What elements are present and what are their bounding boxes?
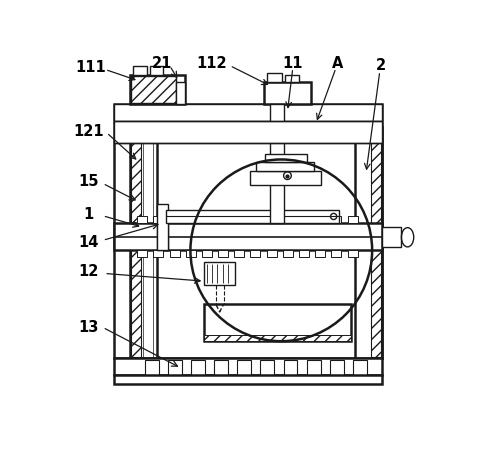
Bar [166,210,338,223]
Bar [129,127,156,358]
Bar [260,360,274,375]
Bar [204,304,350,341]
Bar [129,75,185,104]
Text: 13: 13 [78,320,99,335]
Bar [315,216,324,223]
Bar [266,73,282,82]
Bar [168,360,182,375]
Bar [370,130,380,356]
Bar [298,216,308,223]
Bar [249,171,320,185]
Bar [331,216,341,223]
Bar [306,360,320,375]
Bar [131,130,141,356]
Bar [149,66,163,75]
Bar [250,250,260,257]
Text: 14: 14 [78,235,99,250]
Bar [347,216,357,223]
Bar [266,250,276,257]
Bar [142,130,153,356]
Bar [218,216,227,223]
Text: 12: 12 [78,264,99,279]
Bar [282,216,292,223]
Bar [204,335,350,341]
Bar [266,216,276,223]
Bar [331,250,341,257]
Bar [282,250,292,257]
Bar [234,216,244,223]
Text: 1: 1 [83,207,94,222]
Text: A: A [331,56,343,71]
Bar [114,358,381,375]
Bar [285,75,298,82]
Bar [256,162,314,171]
Bar [265,154,306,162]
Bar [156,204,168,250]
Bar [218,250,227,257]
Bar [137,250,147,257]
Text: 112: 112 [197,56,227,71]
Bar [153,250,163,257]
Bar [131,76,175,103]
Bar [169,216,179,223]
Bar [201,250,212,257]
Bar [145,360,159,375]
Bar [153,216,163,223]
Bar [137,216,147,223]
Text: 21: 21 [151,56,172,71]
Bar [283,360,297,375]
Bar [263,82,311,104]
Bar [204,262,235,285]
Bar [185,216,196,223]
Bar [347,250,357,257]
Bar [250,216,260,223]
Bar [237,360,251,375]
Bar [169,250,179,257]
Bar [352,360,366,375]
Bar [201,216,212,223]
Bar [234,250,244,257]
Bar [315,250,324,257]
Text: 111: 111 [76,60,106,75]
Bar [329,360,343,375]
Text: 2: 2 [376,58,386,73]
Bar [156,223,168,250]
Bar [269,104,283,223]
Bar [114,375,381,384]
Bar [185,250,196,257]
Bar [191,360,205,375]
Text: 11: 11 [282,56,302,71]
Bar [214,360,227,375]
Text: 121: 121 [73,123,104,139]
Bar [298,250,308,257]
Bar [175,82,185,104]
Bar [114,121,381,143]
Bar [114,104,381,358]
Text: 15: 15 [78,174,99,189]
Bar [354,127,381,358]
Bar [114,104,381,121]
Bar [133,66,147,75]
Bar [381,227,401,247]
Bar [114,223,381,250]
